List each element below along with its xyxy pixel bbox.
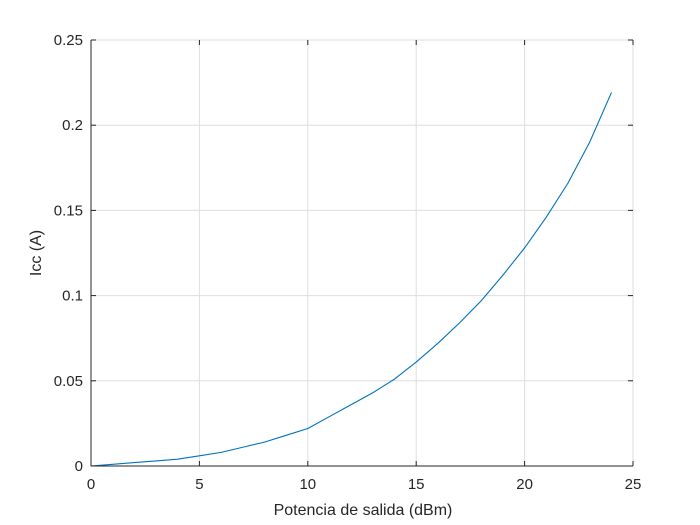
- axes: [90, 39, 634, 467]
- x-tick-label: 25: [625, 476, 642, 493]
- tick-labels: 0 5 10 15 20 25 0 0.05 0.1 0.15 0.2 0.25: [54, 32, 642, 493]
- y-tick-label: 0: [75, 458, 83, 475]
- y-tick-label: 0.1: [62, 288, 83, 305]
- series-line: [90, 92, 612, 467]
- grid: [91, 39, 634, 466]
- y-axis-label: Icc (A): [28, 230, 45, 276]
- x-tick-label: 5: [195, 476, 203, 493]
- series-layer: [90, 92, 612, 467]
- y-tick-label: 0.15: [54, 202, 83, 219]
- y-tick-label: 0.25: [54, 32, 83, 49]
- y-tick-label: 0.05: [54, 373, 83, 390]
- x-axis-label: Potencia de salida (dBm): [274, 502, 453, 519]
- x-tick-label: 15: [408, 476, 425, 493]
- plot-area: [91, 40, 633, 466]
- x-tick-label: 20: [516, 476, 533, 493]
- x-tick-label: 0: [87, 476, 95, 493]
- x-tick-label: 10: [299, 476, 316, 493]
- y-tick-label: 0.2: [62, 117, 83, 134]
